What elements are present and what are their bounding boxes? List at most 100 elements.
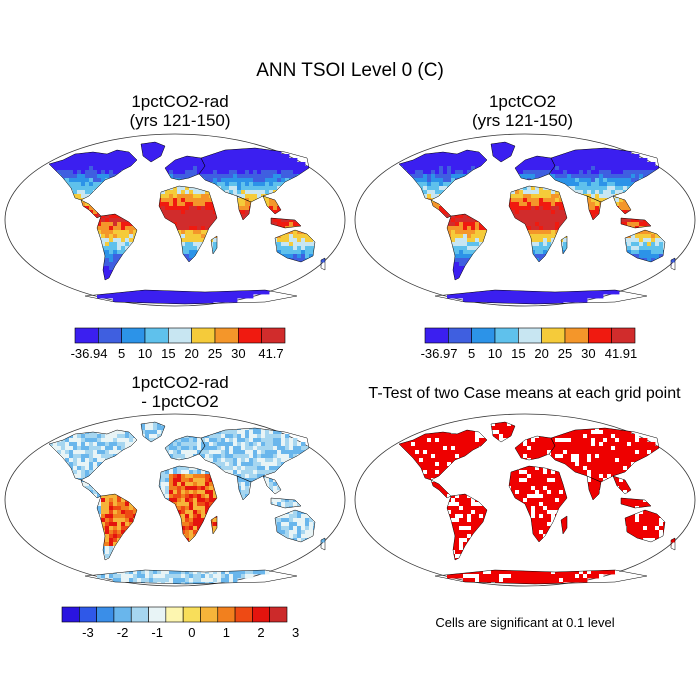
coastline-southAmerica bbox=[446, 213, 488, 281]
colorbar-label: 20 bbox=[534, 346, 548, 361]
colorbar-label: 2 bbox=[257, 625, 264, 640]
coastline-newzealand bbox=[670, 537, 676, 551]
colorbar-box bbox=[98, 327, 122, 344]
coastline-northAmerica bbox=[398, 429, 488, 481]
colorbar-label: 41.7 bbox=[258, 346, 283, 361]
panel3-title-line2: - 1pctCO2 bbox=[141, 392, 219, 411]
coastline-greenland bbox=[140, 141, 166, 163]
figure-title: ANN TSOI Level 0 (C) bbox=[256, 60, 444, 81]
coastline-madagascar bbox=[210, 235, 218, 255]
colorbar-box bbox=[148, 606, 167, 623]
panel2-title-line2: (yrs 121-150) bbox=[471, 111, 574, 130]
coastline-madagascar bbox=[560, 515, 568, 535]
colorbar-label: 10 bbox=[488, 346, 502, 361]
coastline-antarctica bbox=[84, 569, 298, 585]
coastline-antarctica bbox=[434, 289, 648, 305]
colorbar-label: 0 bbox=[188, 625, 195, 640]
coastline-antarctica bbox=[84, 289, 298, 305]
colorbar-box bbox=[191, 327, 216, 344]
colorbar-box bbox=[564, 327, 589, 344]
colorbar-box bbox=[144, 327, 169, 344]
coastline-northAmerica bbox=[48, 429, 138, 481]
colorbar-label: 10 bbox=[138, 346, 152, 361]
colorbar-label: 3 bbox=[292, 625, 299, 640]
coastline-asia bbox=[198, 427, 310, 483]
coastline-indonesia bbox=[270, 497, 302, 509]
coastline-newzealand bbox=[320, 257, 326, 271]
coastline-greenland bbox=[140, 421, 166, 443]
coastline-seAsia bbox=[262, 475, 282, 495]
coastline-africa bbox=[508, 185, 568, 263]
colorbar-box bbox=[121, 327, 146, 344]
panel4-title: T-Test of two Case means at each grid po… bbox=[368, 385, 681, 402]
coastline-india bbox=[586, 475, 602, 501]
panel1-colorbar: -36.94 5 10 15 20 25 30 41.7 bbox=[71, 327, 286, 361]
coastline-southAmerica bbox=[96, 493, 138, 561]
panel3-map bbox=[4, 413, 346, 587]
coastline-seAsia bbox=[612, 195, 632, 215]
colorbar-label: 30 bbox=[231, 346, 245, 361]
colorbar-label: 30 bbox=[581, 346, 595, 361]
colorbar-label: -36.97 bbox=[421, 346, 458, 361]
colorbar-label: 25 bbox=[208, 346, 222, 361]
panel1-title-line1: 1pctCO2-rad bbox=[131, 92, 229, 111]
panel1-map bbox=[4, 133, 346, 307]
coastline-asia bbox=[198, 147, 310, 203]
colorbar-box bbox=[448, 327, 472, 344]
panel2-colorbar: -36.97 5 10 15 20 25 30 41.91 bbox=[421, 327, 638, 361]
colorbar-label: -2 bbox=[117, 625, 129, 640]
coastline-indonesia bbox=[270, 217, 302, 229]
colorbar-label: 5 bbox=[118, 346, 125, 361]
panel3-colorbar: -3 -2 -1 0 1 2 3 bbox=[61, 606, 299, 640]
coastline-antarctica bbox=[434, 569, 648, 585]
colorbar-label: 41.91 bbox=[605, 346, 638, 361]
colorbar-box bbox=[168, 327, 192, 344]
colorbar-label: 5 bbox=[468, 346, 475, 361]
colorbar-box bbox=[130, 606, 149, 623]
panel2-title-line1: 1pctCO2 bbox=[488, 92, 557, 111]
significance-note: Cells are significant at 0.1 level bbox=[435, 615, 615, 630]
colorbar-box bbox=[165, 606, 184, 623]
panel2-map bbox=[354, 133, 696, 307]
coastline-india bbox=[236, 195, 252, 221]
coastline-india bbox=[236, 475, 252, 501]
coastline-africa bbox=[158, 185, 218, 263]
colorbar-label: 20 bbox=[184, 346, 198, 361]
coastline-australia bbox=[274, 229, 316, 263]
colorbar-label: 1 bbox=[223, 625, 230, 640]
coastline-seAsia bbox=[612, 475, 632, 495]
panel2-title: 1pctCO2 (yrs 121-150) bbox=[355, 92, 690, 130]
coastline-southAmerica bbox=[446, 493, 488, 561]
coastline-southAmerica bbox=[96, 213, 138, 281]
coastline-northAmerica bbox=[48, 149, 138, 201]
panel1-title-line2: (yrs 121-150) bbox=[129, 111, 231, 130]
colorbar-box bbox=[217, 606, 236, 623]
colorbar-box bbox=[494, 327, 519, 344]
coastline-africa bbox=[158, 465, 218, 543]
coastline-newzealand bbox=[670, 257, 676, 271]
colorbar-box bbox=[74, 327, 99, 344]
coastline-centralAmerica bbox=[80, 199, 102, 219]
coastline-centralAmerica bbox=[430, 479, 452, 499]
colorbar-box bbox=[234, 606, 253, 623]
coastline-asia bbox=[548, 427, 660, 483]
coastline-seAsia bbox=[262, 195, 282, 215]
colorbar-box bbox=[79, 606, 97, 623]
colorbar-label: -1 bbox=[151, 625, 163, 640]
colorbar-box bbox=[182, 606, 201, 623]
panel4-map bbox=[354, 413, 696, 587]
coastline-indonesia bbox=[620, 217, 652, 229]
colorbar-label: 15 bbox=[511, 346, 525, 361]
coastline-australia bbox=[624, 229, 666, 263]
coastline-northAmerica bbox=[398, 149, 488, 201]
colorbar-box bbox=[200, 606, 219, 623]
colorbar-box bbox=[541, 327, 566, 344]
colorbar-label: -3 bbox=[82, 625, 94, 640]
colorbar-box bbox=[252, 606, 270, 623]
colorbar-box bbox=[518, 327, 542, 344]
panel3-title-line1: 1pctCO2-rad bbox=[131, 373, 229, 392]
coastline-madagascar bbox=[210, 515, 218, 535]
coastline-australia bbox=[274, 509, 316, 543]
colorbar-box bbox=[61, 606, 80, 623]
colorbar-box bbox=[214, 327, 239, 344]
